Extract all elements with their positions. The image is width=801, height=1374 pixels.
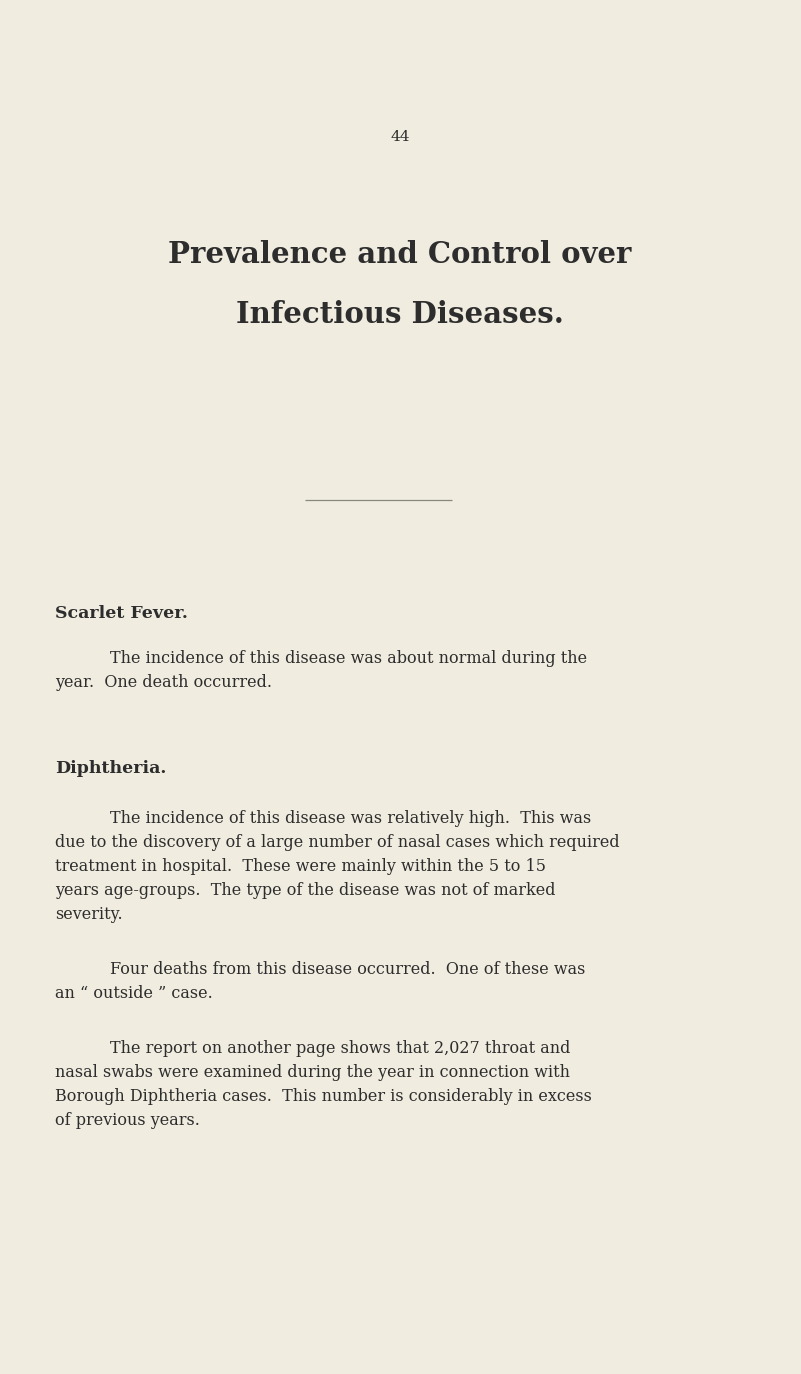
Text: of previous years.: of previous years. xyxy=(55,1112,200,1129)
Text: 44: 44 xyxy=(390,131,410,144)
Text: Infectious Diseases.: Infectious Diseases. xyxy=(236,300,564,328)
Text: Four deaths from this disease occurred.  One of these was: Four deaths from this disease occurred. … xyxy=(110,960,586,978)
Text: The incidence of this disease was about normal during the: The incidence of this disease was about … xyxy=(110,650,587,666)
Text: severity.: severity. xyxy=(55,905,123,923)
Text: Prevalence and Control over: Prevalence and Control over xyxy=(168,240,632,269)
Text: an “ outside ” case.: an “ outside ” case. xyxy=(55,985,213,1002)
Text: The incidence of this disease was relatively high.  This was: The incidence of this disease was relati… xyxy=(110,811,591,827)
Text: years age-groups.  The type of the disease was not of marked: years age-groups. The type of the diseas… xyxy=(55,882,556,899)
Text: treatment in hospital.  These were mainly within the 5 to 15: treatment in hospital. These were mainly… xyxy=(55,857,546,875)
Text: year.  One death occurred.: year. One death occurred. xyxy=(55,675,272,691)
Text: Scarlet Fever.: Scarlet Fever. xyxy=(55,605,188,622)
Text: The report on another page shows that 2,027 throat and: The report on another page shows that 2,… xyxy=(110,1040,570,1057)
Text: Diphtheria.: Diphtheria. xyxy=(55,760,167,778)
Text: due to the discovery of a large number of nasal cases which required: due to the discovery of a large number o… xyxy=(55,834,620,851)
Text: Borough Diphtheria cases.  This number is considerably in excess: Borough Diphtheria cases. This number is… xyxy=(55,1088,592,1105)
Text: nasal swabs were examined during the year in connection with: nasal swabs were examined during the yea… xyxy=(55,1063,570,1081)
